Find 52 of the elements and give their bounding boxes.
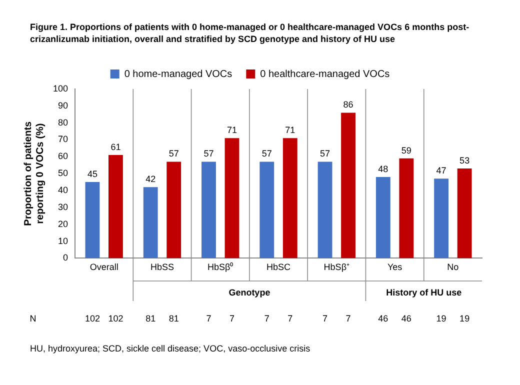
text: 7 [346,314,351,324]
data-label: 47 [436,166,446,176]
y-tick-label: 60 [58,152,68,162]
y-tick-label: 20 [58,219,68,230]
y-tick-label: 80 [58,118,68,128]
x-tick-label: HbSβ⁺ [324,262,350,272]
y-tick-label: 50 [58,168,68,178]
text: 102 [84,314,100,324]
text: 46 [378,314,388,324]
data-label: 86 [343,100,354,110]
y-tick-label: 0 [63,253,68,264]
y-tick-label: 100 [52,84,68,94]
text: 7 [229,314,235,324]
text: 102 [108,314,124,324]
text: HU, hydroxyurea; SCD, sickle cell disease; VOC, vaso-occlusive crisis [30,344,311,354]
text: N [30,314,36,324]
y-tick-label: 40 [58,185,68,196]
data-label: 57 [168,149,179,160]
text: 7 [288,314,293,324]
chart-title: Figure 1. Proportions of patients with 0 home-managed or 0 healthcare-managed VOCs 6 months post-crizanlizumab initiation, overall and stratified by SCD genotype and history of HU use [29,21,470,46]
data-label: 57 [262,149,272,160]
legend-label: 0 healthcare-managed VOCs [260,69,390,80]
text: 46 [401,314,412,324]
data-label: 57 [204,149,214,160]
text: 7 [206,314,212,324]
data-label: 42 [146,174,156,184]
data-label: 48 [378,164,388,174]
x-tick-label: No [447,262,459,272]
text: 19 [436,314,446,324]
data-label: 57 [320,149,330,160]
x-tick-label: HbSC [266,262,292,272]
y-axis-title: Proportion of patients reporting 0 VOCs (%) [22,121,46,226]
data-label: 71 [226,125,238,136]
y-tick-label: 70 [58,134,68,145]
data-label: 45 [87,169,98,180]
x-tick-label: HbSS [150,262,174,272]
data-label: 61 [110,142,121,152]
x-tick-label: Overall [90,262,118,272]
x-tick-label: Yes [387,262,403,272]
text: 81 [168,314,179,324]
y-tick-label: 90 [58,100,68,111]
text: 7 [322,314,328,324]
legend-label: 0 home-managed VOCs [124,69,232,80]
text: 7 [264,314,270,324]
data-label: 53 [460,156,470,166]
text: 19 [460,314,470,324]
data-label: 71 [285,125,296,136]
x-tick-label: HbSβ⁰ [208,262,234,272]
y-tick-label: 10 [58,236,68,246]
y-tick-label: 30 [58,202,68,212]
text: 81 [146,314,156,324]
data-label: 59 [401,146,412,156]
